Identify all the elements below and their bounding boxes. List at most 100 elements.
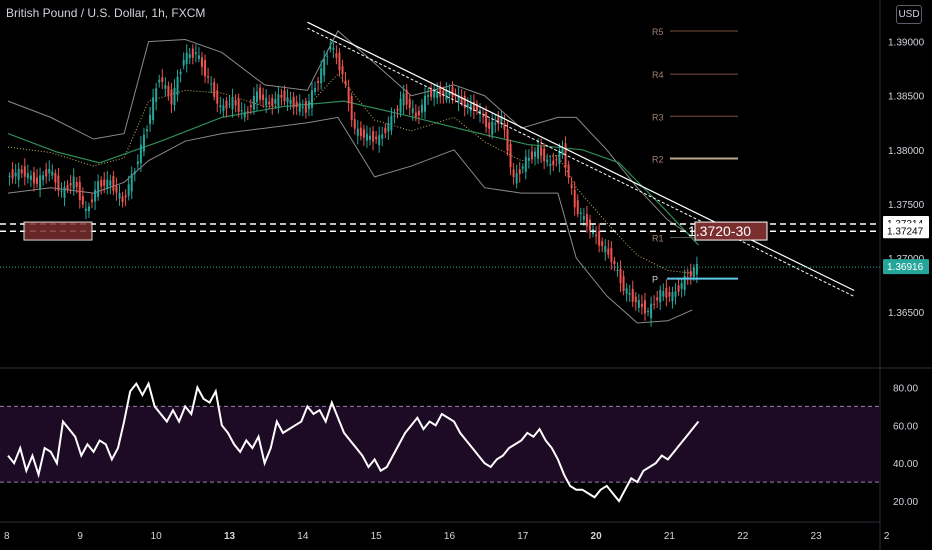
candle-body [405, 89, 408, 105]
candle-body [72, 176, 75, 190]
trendline-main [307, 21, 855, 292]
candle-body [326, 55, 329, 57]
candle-body [668, 291, 671, 297]
candle-body [463, 95, 466, 108]
candle-body [338, 52, 341, 71]
candle-body [439, 88, 442, 97]
candle-body [378, 135, 381, 145]
candle-body [173, 87, 176, 106]
candle-body [130, 173, 133, 192]
candle-body [109, 180, 112, 186]
candle-body [417, 110, 420, 116]
candle-body [234, 100, 237, 106]
x-tick-label: 15 [371, 531, 383, 542]
candle-body [521, 166, 524, 169]
candle-body [598, 230, 601, 246]
candle-body [399, 98, 402, 113]
candle-body [164, 84, 167, 89]
candle-body [170, 89, 173, 105]
candle-body [216, 90, 219, 104]
candle-body [604, 246, 607, 253]
candle-body [637, 300, 640, 308]
candle-body [295, 101, 298, 108]
candle-body [601, 241, 604, 247]
pivot-label-p: P [652, 275, 658, 285]
candle-body [582, 216, 585, 220]
candle-body [671, 292, 674, 302]
candle-body [91, 199, 94, 203]
candle-body [274, 99, 277, 104]
candle-body [390, 116, 393, 131]
candle-body [11, 169, 14, 179]
candle-body [121, 196, 124, 203]
candle-body [689, 270, 692, 277]
candle-body [240, 110, 243, 112]
candle-body [640, 303, 643, 307]
candle-body [152, 97, 155, 120]
candle-body [45, 169, 48, 177]
candle-body [32, 172, 35, 184]
candle-body [350, 96, 353, 120]
candle-body [106, 179, 109, 189]
candle-body [75, 182, 78, 188]
x-tick-label: 22 [737, 531, 749, 542]
candle-body [142, 134, 145, 152]
y-tick-label: 1.38500 [888, 92, 925, 103]
candle-body [650, 303, 653, 319]
annotation-level: 1.3720-30 [688, 223, 751, 239]
candle-body [494, 123, 497, 125]
candle-body [200, 57, 203, 68]
candle-body [448, 92, 451, 96]
price-label-box [883, 223, 929, 239]
rsi-y-tick-label: 40.00 [893, 459, 918, 470]
candle-body [69, 183, 72, 186]
candle-body [283, 90, 286, 102]
candle-body [185, 52, 188, 64]
candle-body [478, 110, 481, 115]
x-tick-label: 13 [224, 531, 236, 542]
candle-body [329, 45, 332, 50]
candle-body [228, 103, 231, 105]
candle-body [335, 53, 338, 58]
candle-body [277, 94, 280, 107]
candle-body [298, 102, 301, 112]
candle-body [63, 187, 66, 198]
price-label-text: 1.36916 [887, 262, 924, 273]
candle-body [567, 164, 570, 178]
candle-body [555, 159, 558, 161]
candle-body [255, 91, 258, 103]
candle-body [146, 129, 149, 132]
pivot-label-r2: R2 [652, 154, 664, 164]
candle-body [317, 81, 320, 83]
candle-body [39, 175, 42, 189]
candle-body [103, 179, 106, 186]
rsi-y-tick-label: 80.00 [893, 383, 918, 394]
trendline-parallel [307, 27, 855, 297]
candle-body [133, 171, 136, 174]
candle-body [87, 206, 90, 212]
candle-body [323, 58, 326, 76]
candle-body [503, 123, 506, 130]
candle-body [213, 82, 216, 97]
candle-body [482, 116, 485, 118]
candle-body [161, 77, 164, 82]
candle-body [485, 112, 488, 128]
candle-body [14, 172, 17, 177]
candle-body [347, 86, 350, 104]
candle-body [127, 184, 130, 196]
bollinger-upper [7, 30, 693, 237]
candle-body [280, 94, 283, 98]
candle-body [23, 166, 26, 177]
x-tick-label: 2 [884, 531, 890, 542]
candle-body [506, 129, 509, 152]
candle-body [695, 263, 698, 275]
candle-body [149, 114, 152, 124]
rsi-y-tick-label: 20.00 [893, 497, 918, 508]
y-tick-label: 1.36500 [888, 308, 925, 319]
candle-body [48, 168, 51, 174]
candle-body [29, 175, 32, 180]
currency-button[interactable]: USD [896, 5, 922, 24]
candle-body [527, 157, 530, 161]
candle-body [595, 234, 598, 236]
